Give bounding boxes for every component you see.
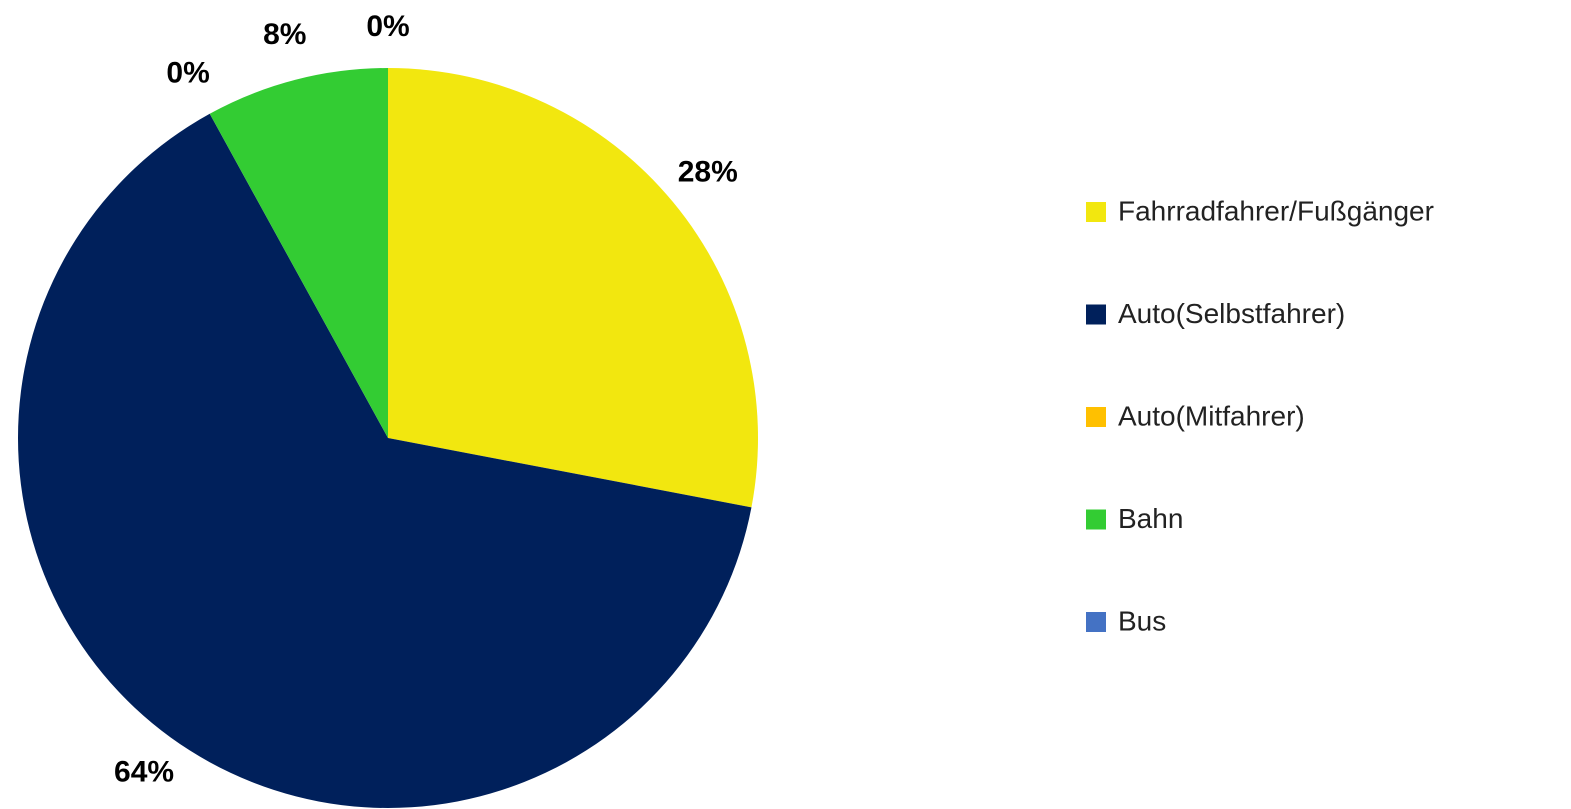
- legend-label: Bahn: [1118, 503, 1183, 534]
- legend-label: Fahrradfahrer/Fußgänger: [1118, 195, 1434, 226]
- value-label: 8%: [263, 18, 306, 51]
- legend-label: Auto(Mitfahrer): [1118, 400, 1305, 431]
- legend-swatch: [1086, 612, 1106, 632]
- legend-swatch: [1086, 509, 1106, 530]
- legend-swatch: [1086, 407, 1106, 427]
- legend-label: Auto(Selbstfahrer): [1118, 298, 1345, 329]
- legend-swatch: [1086, 202, 1106, 222]
- legend-swatch: [1086, 304, 1106, 325]
- value-label: 0%: [166, 56, 209, 89]
- pie-slice: [209, 68, 388, 438]
- legend-label: Bus: [1118, 605, 1166, 636]
- value-label: 0%: [366, 10, 409, 43]
- value-label: 28%: [678, 155, 738, 188]
- value-label: 64%: [114, 756, 174, 789]
- pie-slice: [388, 68, 759, 508]
- pie-slice: [17, 113, 752, 808]
